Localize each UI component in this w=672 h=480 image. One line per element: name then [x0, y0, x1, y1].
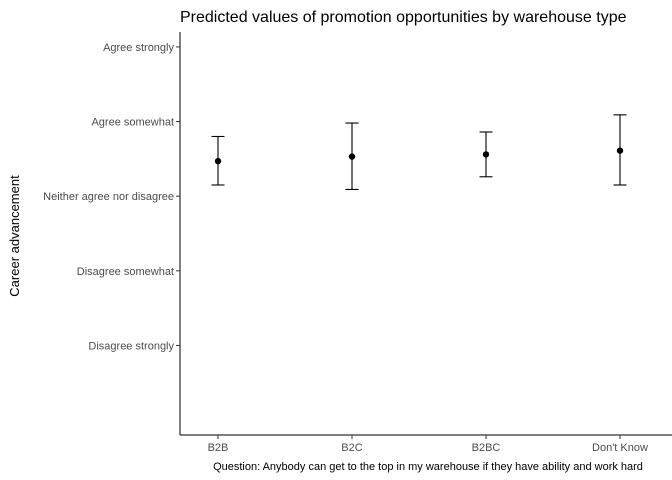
x-axis-ticks: B2B B2C B2BC Don't Know [208, 435, 648, 454]
data-point [482, 151, 490, 158]
error-bar-group [211, 135, 225, 186]
x-tick-label: B2C [341, 442, 362, 454]
y-axis-title: Career advancement [7, 175, 22, 297]
data-point [214, 157, 222, 165]
x-axis-title: Question: Anybody can get to the top in … [213, 461, 643, 473]
y-tick-label: Agree somewhat [91, 117, 174, 129]
data-point [616, 147, 624, 154]
x-tick-label: B2B [208, 442, 229, 454]
y-tick-label: Agree strongly [103, 42, 174, 54]
chart-title: Predicted values of promotion opportunit… [180, 9, 627, 26]
y-tick-label: Neither agree nor disagree [43, 191, 174, 203]
y-axis-ticks: Disagree strongly Disagree somewhat Neithe… [43, 42, 180, 352]
x-tick-label: Don't Know [592, 442, 648, 454]
y-tick-label: Disagree strongly [88, 340, 174, 352]
error-bar-group [613, 114, 627, 186]
error-bar-group [345, 122, 359, 191]
plot-area: Disagree strongly Disagree somewhat Neithe… [43, 32, 672, 454]
data-point [348, 153, 356, 160]
data-marks [211, 114, 627, 191]
x-tick-label: B2BC [472, 442, 501, 454]
y-tick-label: Disagree somewhat [77, 266, 174, 278]
error-bar-group [479, 131, 493, 178]
